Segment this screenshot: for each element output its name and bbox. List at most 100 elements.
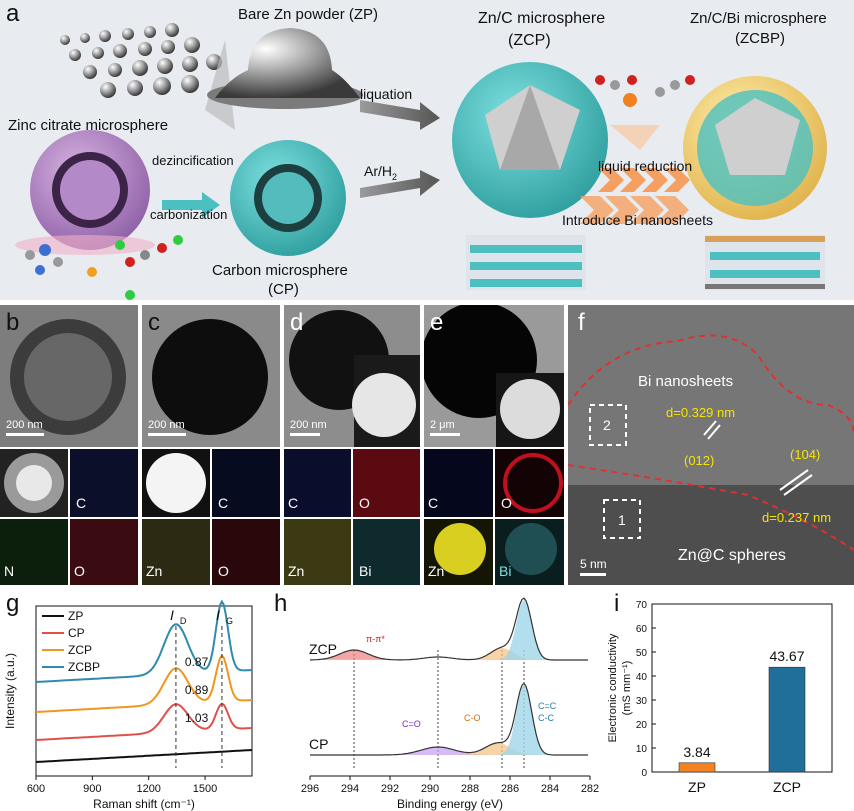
label-zcbp-abbr: (ZCBP): [735, 30, 785, 47]
conductivity-chart: 0 10 20 30 40 50 60 70 Electronic conductivity (m…: [607, 600, 833, 795]
peak-sub-D: D: [180, 616, 187, 626]
tem-c: c 200 nm: [142, 305, 280, 447]
map-c-o: O: [212, 519, 280, 585]
arrow-arh2: [360, 170, 440, 198]
cp-cc-component: [310, 685, 588, 755]
y-tick-label-50: 50: [636, 648, 648, 659]
map-e-o: O: [495, 449, 564, 517]
x-tick-label-294: 294: [341, 783, 359, 795]
label-bare-zn-powder: Bare Zn powder (ZP): [238, 6, 379, 23]
label-d-spacing-1: d=0.329 nm: [666, 405, 736, 420]
scale-bar-c: [148, 433, 186, 436]
peak-label-G: I: [216, 607, 220, 623]
map-b-n: N: [0, 519, 68, 585]
legend-label-zcbp: ZCBP: [68, 660, 100, 674]
panel-label-d: d: [290, 309, 304, 336]
series-label-zcp: ZCP: [309, 641, 337, 657]
raman-chart: 600 900 1200 1500 Raman shift (cm⁻¹) Intensit…: [3, 599, 253, 811]
bar-value-zp: 3.84: [683, 744, 710, 760]
scale-text-d: 200 nm: [290, 419, 327, 431]
schematic-drawing: [15, 23, 827, 300]
zn-droplet: [207, 28, 363, 109]
label-plane-012: (012): [684, 453, 715, 468]
label-zinc-citrate: Zinc citrate microsphere: [8, 117, 169, 134]
map-d-c: C: [284, 449, 351, 517]
ratio-label-zcbp: 0.87: [185, 655, 209, 669]
scale-text-e: 2 μm: [430, 419, 455, 431]
x-tick-label-288: 288: [461, 783, 479, 795]
y-axis-unit: (mS mm⁻¹): [621, 661, 633, 716]
arrow-liquation: [360, 100, 440, 130]
zcbp-sphere: [683, 76, 827, 220]
x-tick-label-1200: 1200: [136, 783, 160, 795]
x-category-zp: ZP: [688, 779, 706, 795]
panel-label-i: i: [614, 590, 620, 617]
xps-chart: 296 294 292 290 288 286 284 282 Binding energy (…: [301, 597, 599, 811]
cp-co-double-component: [310, 747, 588, 755]
panel-label-c: c: [148, 309, 160, 336]
map-b-c: C: [70, 449, 138, 517]
map-e-c: C: [424, 449, 493, 517]
map-e-bi: Bi: [495, 519, 564, 585]
bar-value-zcp: 43.67: [769, 648, 804, 664]
legend-label-cp: CP: [68, 626, 85, 640]
ratio-label-zcp: 0.89: [185, 683, 209, 697]
scale-bar-b: [6, 433, 44, 436]
y-tick-label-40: 40: [636, 672, 648, 683]
tem-d: d 200 nm: [284, 305, 420, 447]
box-label-2: 2: [603, 417, 611, 433]
label-zcp-abbr: (ZCP): [508, 32, 551, 49]
y-tick-label-30: 30: [636, 696, 648, 707]
bar-zcp: [768, 666, 806, 773]
panel-label-a: a: [6, 0, 20, 27]
component-label-c-double: C=C: [538, 701, 557, 711]
carbon-microsphere: [230, 140, 346, 256]
panel-label-g: g: [6, 590, 20, 617]
y-tick-label-20: 20: [636, 720, 648, 731]
panel-label-h: h: [274, 590, 288, 617]
series-line-cp: [35, 702, 253, 741]
label-zcbp-title: Zn/C/Bi microsphere: [690, 10, 827, 27]
y-tick-label-0: 0: [641, 768, 647, 779]
peak-label-D: I: [170, 607, 174, 623]
panel-label-f: f: [578, 309, 585, 336]
label-bi-nanosheets: Bi nanosheets: [638, 373, 734, 390]
label-zcp-title: Zn/C microsphere: [478, 10, 606, 27]
component-label-c-o: C-O: [464, 713, 481, 723]
panel-label-e: e: [430, 309, 444, 336]
arrow-zc-to-cp: [162, 192, 220, 218]
zn-powder-particles: [60, 23, 235, 130]
ratio-label-cp: 1.03: [185, 711, 209, 725]
zcp-cc-component: [310, 600, 588, 660]
series-line-zp: [35, 749, 253, 763]
schematic-panel-a: a Bare Zn powder (ZP) Zinc citrate micro…: [0, 0, 854, 300]
x-tick-label-290: 290: [421, 783, 439, 795]
y-axis-label: Electronic conductivity: [607, 633, 619, 742]
label-carbonization: carbonization: [150, 207, 228, 222]
component-label-pi: π-π*: [366, 634, 385, 644]
x-tick-label-286: 286: [501, 783, 519, 795]
molecule-sketch: [25, 235, 183, 300]
plot-frame: [651, 603, 833, 773]
label-arh2: Ar/H2: [364, 163, 398, 182]
box-label-1: 1: [618, 512, 626, 528]
x-axis-label: Raman shift (cm⁻¹): [93, 797, 195, 811]
label-liquid-reduction: liquid reduction: [598, 158, 693, 174]
component-label-c-o-double: C=O: [402, 719, 421, 729]
bar-zp: [678, 762, 716, 773]
x-tick-label-1500: 1500: [193, 783, 217, 795]
scale-bar-e: [430, 433, 460, 436]
y-tick-label-60: 60: [636, 624, 648, 635]
label-dezincification: dezincification: [152, 153, 234, 168]
tem-e: e 2 μm: [424, 305, 564, 447]
zcbp-layer-inset: [705, 235, 825, 290]
label-znc-spheres: Zn@C spheres: [678, 547, 786, 564]
series-line-zcp: [35, 654, 253, 713]
scale-bar-f: [580, 573, 606, 576]
x-axis-label: Binding energy (eV): [397, 797, 503, 811]
x-tick-label-282: 282: [581, 783, 599, 795]
zinc-citrate-sphere: [15, 130, 155, 255]
haadf-c: [142, 449, 210, 517]
component-label-c-c: C-C: [538, 713, 554, 723]
micrograph-row: b 200 nm C N O c 200 nm C Zn O d 200 nm …: [0, 305, 854, 585]
